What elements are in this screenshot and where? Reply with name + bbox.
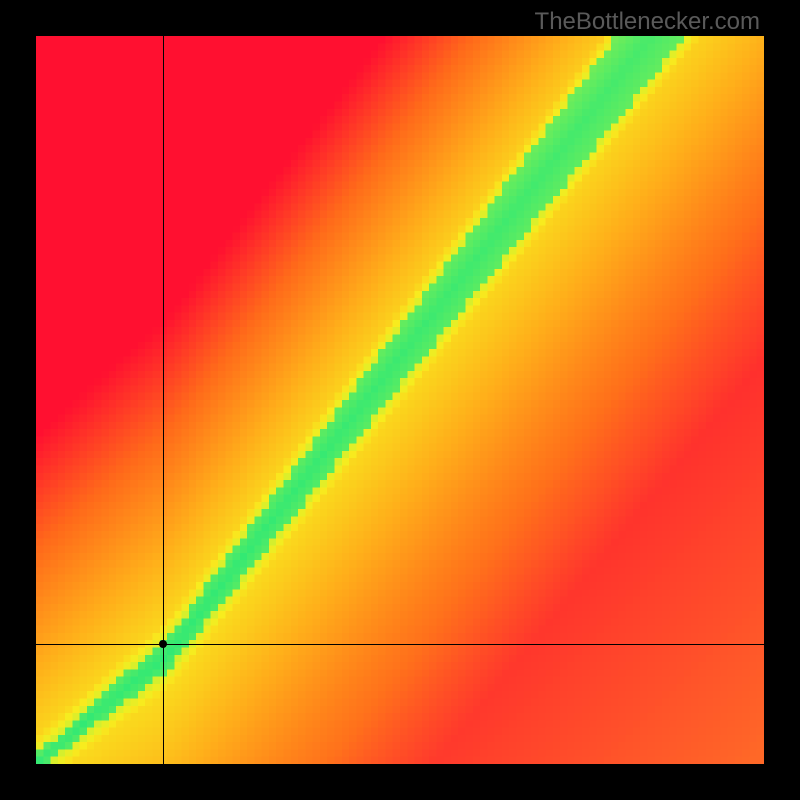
watermark-text: TheBottlenecker.com [535,8,760,36]
crosshair-vertical [163,36,164,764]
marker-dot [159,640,167,648]
chart-container: TheBottlenecker.com [0,0,800,800]
crosshair-horizontal [36,644,764,645]
heatmap-canvas [36,36,764,764]
